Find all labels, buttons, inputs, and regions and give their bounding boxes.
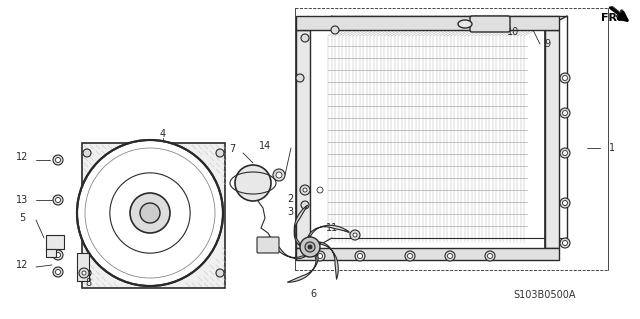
Circle shape — [405, 251, 415, 261]
Text: 14: 14 — [259, 141, 271, 151]
Circle shape — [563, 241, 568, 246]
Circle shape — [56, 197, 61, 203]
Circle shape — [130, 193, 170, 233]
Polygon shape — [269, 236, 306, 259]
Circle shape — [560, 108, 570, 118]
Text: 12: 12 — [16, 260, 28, 270]
Circle shape — [350, 230, 360, 240]
Circle shape — [300, 185, 310, 195]
Circle shape — [300, 237, 320, 257]
Text: S103B0500A: S103B0500A — [514, 290, 576, 300]
Circle shape — [140, 203, 160, 223]
Text: 12: 12 — [16, 152, 28, 162]
Circle shape — [251, 181, 255, 185]
Circle shape — [241, 171, 265, 195]
Text: 7: 7 — [229, 144, 235, 154]
Polygon shape — [319, 242, 339, 279]
Circle shape — [56, 158, 61, 162]
Circle shape — [83, 149, 91, 157]
Text: 5: 5 — [19, 213, 25, 223]
Circle shape — [82, 271, 86, 275]
FancyBboxPatch shape — [470, 16, 510, 32]
Circle shape — [560, 198, 570, 208]
Circle shape — [315, 251, 325, 261]
Circle shape — [317, 254, 323, 258]
Text: 6: 6 — [310, 289, 316, 299]
Bar — [296, 16, 559, 30]
Circle shape — [447, 254, 452, 258]
Text: 2: 2 — [287, 194, 293, 204]
Circle shape — [355, 251, 365, 261]
Bar — [46, 235, 64, 249]
Circle shape — [296, 74, 304, 82]
Ellipse shape — [458, 20, 472, 28]
Circle shape — [408, 254, 413, 258]
Circle shape — [53, 250, 63, 260]
Circle shape — [83, 269, 91, 277]
Circle shape — [488, 254, 493, 258]
Circle shape — [560, 73, 570, 83]
Circle shape — [317, 187, 323, 193]
Text: 4: 4 — [160, 129, 166, 139]
Circle shape — [563, 76, 568, 80]
Circle shape — [303, 188, 307, 192]
Bar — [82, 143, 225, 288]
Text: 10: 10 — [507, 27, 519, 37]
Circle shape — [53, 155, 63, 165]
Circle shape — [358, 254, 362, 258]
Circle shape — [216, 149, 224, 157]
Circle shape — [308, 245, 312, 249]
Polygon shape — [294, 205, 308, 246]
Circle shape — [247, 177, 259, 189]
Text: FR.: FR. — [601, 13, 621, 23]
Circle shape — [445, 251, 455, 261]
Text: 8: 8 — [85, 278, 91, 288]
Circle shape — [305, 242, 315, 252]
Circle shape — [301, 34, 309, 42]
Circle shape — [56, 270, 61, 275]
Circle shape — [301, 201, 309, 209]
Bar — [296, 248, 559, 260]
FancyBboxPatch shape — [257, 237, 279, 253]
Circle shape — [560, 148, 570, 158]
Text: 9: 9 — [544, 39, 550, 49]
Circle shape — [77, 140, 223, 286]
Bar — [296, 30, 310, 248]
Bar — [545, 30, 559, 248]
Text: 13: 13 — [16, 195, 28, 205]
Circle shape — [563, 151, 568, 155]
Polygon shape — [308, 225, 349, 237]
Bar — [46, 249, 56, 257]
Text: 11: 11 — [326, 223, 338, 233]
Circle shape — [353, 233, 357, 237]
Text: 1: 1 — [609, 143, 615, 153]
Text: 3: 3 — [287, 207, 293, 217]
Circle shape — [53, 195, 63, 205]
Circle shape — [53, 267, 63, 277]
Circle shape — [563, 110, 568, 115]
Bar — [77, 253, 89, 281]
Circle shape — [485, 251, 495, 261]
Circle shape — [216, 269, 224, 277]
Circle shape — [563, 201, 568, 205]
Circle shape — [276, 172, 282, 178]
Circle shape — [273, 169, 285, 181]
Polygon shape — [287, 254, 318, 282]
Ellipse shape — [235, 165, 271, 201]
Circle shape — [331, 26, 339, 34]
Circle shape — [79, 268, 89, 278]
Circle shape — [560, 238, 570, 248]
Circle shape — [56, 253, 61, 257]
